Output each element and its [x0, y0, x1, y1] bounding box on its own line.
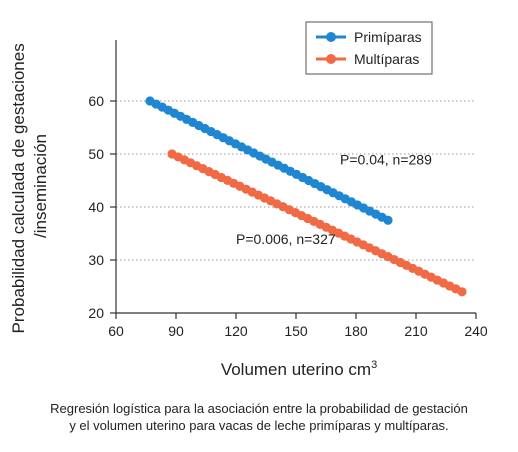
legend-box [305, 21, 433, 75]
tick-labels: 20 30 40 50 60 60 90 120 150 180 210 240 [88, 93, 487, 339]
figure-caption: Regresión logística para la asociación e… [0, 400, 518, 434]
y-tick-label-50: 50 [88, 146, 104, 162]
y-tick-label-40: 40 [88, 199, 104, 215]
y-tick-label-20: 20 [88, 305, 104, 321]
y-axis-label: Probabilidad calculada de gestaciones /i… [9, 39, 50, 334]
caption-line-1: Regresión logística para la asociación e… [50, 401, 468, 416]
x-tick-label-90: 90 [168, 323, 184, 339]
series-2 [167, 149, 467, 297]
legend-label-2: Multíparas [354, 51, 419, 67]
series-1-point [383, 215, 393, 225]
x-axis-label: Volumen uterino cm3 [221, 359, 377, 379]
chart: 20 30 40 50 60 60 90 120 150 180 210 240 P=0.04, n=… [9, 21, 488, 379]
x-tick-label-240: 240 [464, 323, 488, 339]
series-2-point [457, 287, 467, 297]
legend-swatch-dot-2 [326, 54, 336, 64]
y-tick-label-60: 60 [88, 93, 104, 109]
x-tick-label-60: 60 [108, 323, 124, 339]
legend: Primíparas Multíparas [305, 21, 433, 75]
x-tick-label-120: 120 [224, 323, 248, 339]
y-tick-label-30: 30 [88, 252, 104, 268]
data-marks [145, 96, 467, 297]
y-axis-label-line2: /inseminación [31, 134, 50, 238]
caption-line-2: y el volumen uterino para vacas de leche… [69, 418, 449, 433]
x-tick-label-180: 180 [344, 323, 368, 339]
annotations: P=0.04, n=289 P=0.006, n=327 [236, 152, 432, 248]
legend-swatch-dot-1 [326, 32, 336, 42]
x-tick-label-210: 210 [404, 323, 428, 339]
legend-label-1: Primíparas [354, 29, 422, 45]
series-1-annotation: P=0.04, n=289 [340, 152, 432, 168]
y-axis-label-line1: Probabilidad calculada de gestaciones [9, 43, 28, 333]
series-1 [145, 96, 393, 225]
axes [110, 40, 477, 319]
x-tick-label-150: 150 [284, 323, 308, 339]
series-2-annotation: P=0.006, n=327 [236, 231, 336, 247]
